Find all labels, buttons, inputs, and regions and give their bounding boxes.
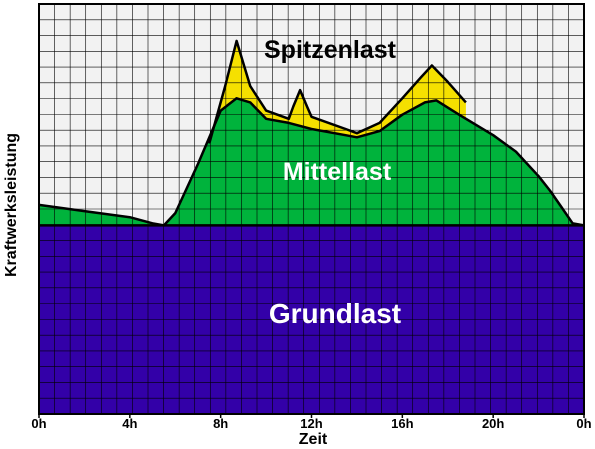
x-tick-label: 20h bbox=[482, 416, 504, 431]
grid bbox=[39, 4, 584, 414]
peak-load-line bbox=[208, 39, 467, 144]
y-axis-title: Kraftwerksleistung bbox=[3, 133, 20, 277]
load-outline bbox=[38, 39, 585, 227]
x-tick-label: 4h bbox=[122, 416, 137, 431]
x-tick-label: 0h bbox=[31, 416, 46, 431]
peak-load-area bbox=[209, 40, 466, 144]
x-axis-ticks: 0h 4h 8h 12h 16h 20h 0h bbox=[31, 414, 592, 431]
peak-load-label: Spitzenlast bbox=[264, 36, 397, 64]
medium-load-label: Mittellast bbox=[283, 158, 392, 186]
x-tick-label: 8h bbox=[213, 416, 228, 431]
x-tick-label: 0h bbox=[576, 416, 591, 431]
x-tick-label: 12h bbox=[300, 416, 322, 431]
base-load-label: Grundlast bbox=[269, 298, 401, 329]
medium-load-line bbox=[38, 97, 585, 227]
x-axis-title: Zeit bbox=[299, 431, 328, 448]
x-tick-label: 16h bbox=[391, 416, 413, 431]
